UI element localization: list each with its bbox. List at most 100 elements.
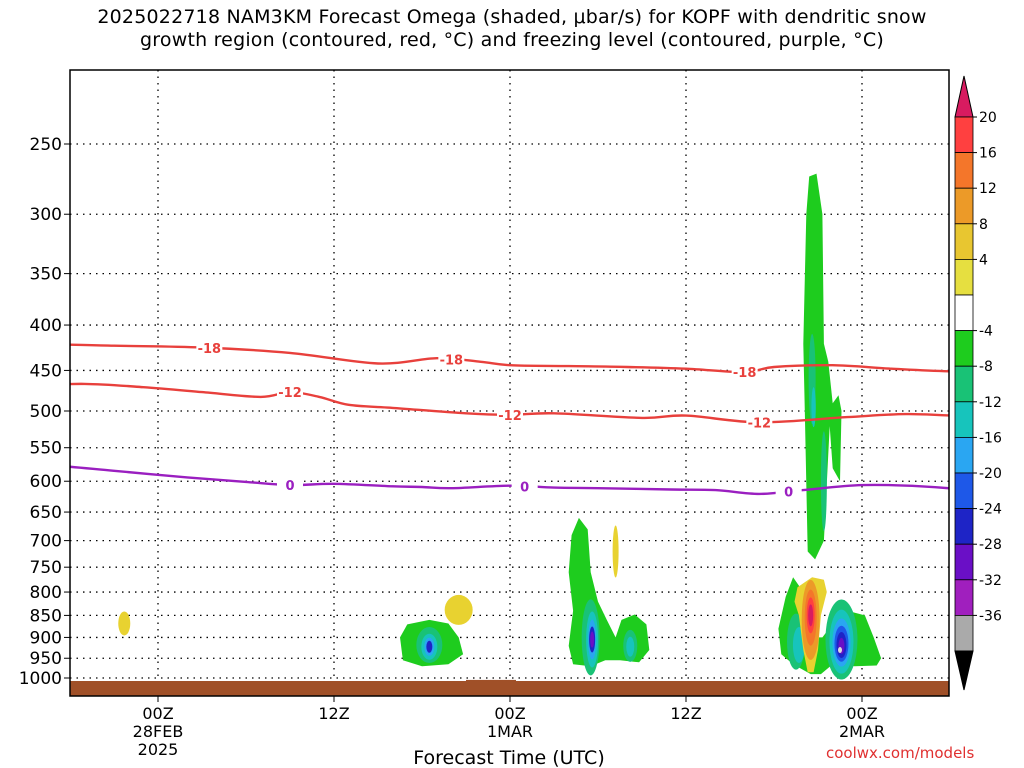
- omega-region: [803, 173, 842, 560]
- contour-label: -12: [498, 409, 522, 424]
- colorbar-segment: [954, 294, 974, 331]
- colorbar-segment: [954, 330, 974, 367]
- y-tick-label: 250: [30, 135, 62, 155]
- y-tick-label: 550: [30, 439, 62, 459]
- x-tick-label: 00Z: [142, 704, 173, 723]
- colorbar-label: -8: [979, 359, 993, 375]
- chart-title-line-2: growth region (contoured, red, °C) and f…: [140, 29, 884, 51]
- omega-region: [838, 647, 842, 654]
- y-tick-label: 300: [30, 205, 62, 225]
- y-tick-label: 500: [30, 402, 62, 422]
- colorbar-segment: [954, 152, 974, 189]
- contour-label: -12: [278, 386, 302, 401]
- contour-labels: -18 -18 -18 -12 -12 -12 0 0 0: [196, 339, 802, 500]
- ground-surface: [70, 681, 949, 696]
- x-axis-title: Forecast Time (UTC): [413, 747, 604, 768]
- omega-region: [820, 431, 827, 532]
- colorbar-label: -16: [979, 430, 1002, 446]
- contour-label-bg: [746, 414, 773, 430]
- colorbar-segment: [954, 116, 974, 153]
- contour-label-bg: [277, 477, 303, 493]
- x-tick-label: 00Z: [494, 704, 525, 723]
- colorbar-label: -36: [979, 608, 1002, 624]
- colorbar-label: 8: [979, 217, 988, 233]
- omega-region: [590, 631, 595, 648]
- colorbar-top-arrow: [954, 75, 974, 118]
- grid-lines: [70, 70, 949, 696]
- y-axis: 2503003504004505005506006507007508008509…: [19, 135, 70, 689]
- contour-label: -18: [198, 342, 222, 357]
- omega-shading: [118, 173, 882, 684]
- y-tick-label: 850: [30, 606, 62, 626]
- contour-line--12: [70, 382, 949, 424]
- omega-region: [444, 594, 473, 625]
- x-tick-label: 00Z: [846, 704, 877, 723]
- y-tick-label: 900: [30, 628, 62, 648]
- contour-label-bg: [775, 483, 802, 499]
- contour-lines: [70, 343, 949, 496]
- y-tick-label: 950: [30, 649, 62, 669]
- colorbar-label: -24: [979, 502, 1002, 518]
- y-tick-label: 450: [30, 361, 62, 381]
- x-tick-label: 28FEB: [133, 722, 184, 741]
- omega-region: [612, 525, 619, 578]
- colorbar-label: -4: [979, 324, 993, 340]
- contour-label-bg: [277, 384, 303, 400]
- omega-region: [808, 604, 814, 627]
- omega-region: [118, 611, 131, 636]
- y-tick-label: 600: [30, 472, 62, 492]
- colorbar-label: 20: [979, 110, 997, 126]
- omega-region: [426, 640, 433, 653]
- contour-label-bg: [438, 351, 465, 367]
- y-tick-label: 350: [30, 265, 62, 285]
- colorbar-segment: [954, 187, 974, 225]
- x-tick-label: 2025: [138, 740, 179, 759]
- x-tick-label: 2MAR: [839, 722, 885, 741]
- contour-label-bg: [196, 339, 223, 355]
- contour-line--18: [70, 343, 949, 374]
- contour-label: -12: [748, 416, 772, 431]
- colorbar-label: -32: [979, 573, 1002, 589]
- colorbar-label: -28: [979, 537, 1002, 553]
- colorbar-label: -12: [979, 395, 1002, 411]
- colorbar-segment: [954, 579, 974, 616]
- omega-region: [626, 636, 635, 657]
- credit-link[interactable]: coolwx.com/models: [826, 744, 975, 762]
- colorbar-label: -20: [979, 466, 1002, 482]
- x-tick-label: 1MAR: [487, 722, 533, 741]
- contour-line-0: [70, 465, 949, 496]
- contour-label: -18: [440, 353, 464, 368]
- colorbar-segment: [954, 472, 974, 509]
- colorbar-segment: [954, 223, 974, 260]
- contour-label-bg: [497, 406, 523, 422]
- contour-label: -18: [733, 366, 757, 381]
- colorbar-label: 16: [979, 146, 997, 162]
- x-tick-label: 12Z: [318, 704, 349, 723]
- colorbar-bottom-arrow: [954, 650, 974, 691]
- colorbar-label: 4: [979, 252, 988, 268]
- y-tick-label: 750: [30, 558, 62, 578]
- y-tick-label: 700: [30, 532, 62, 552]
- colorbar-segment: [954, 615, 974, 652]
- colorbar-segment: [954, 508, 974, 545]
- colorbar-segment: [954, 258, 974, 296]
- chart-title-line-1: 2025022718 NAM3KM Forecast Omega (shaded…: [97, 6, 927, 28]
- colorbar-label: 12: [979, 181, 997, 197]
- chart-title: 2025022718 NAM3KM Forecast Omega (shaded…: [0, 6, 1024, 52]
- colorbar: 20 16 12 8 4 -4 -8 -12 -16 -20 -24 -28 -32 -36: [954, 75, 1002, 691]
- y-tick-label: 800: [30, 583, 62, 603]
- y-tick-label: 400: [30, 316, 62, 336]
- omega-region: [811, 387, 816, 428]
- y-tick-label: 650: [30, 503, 62, 523]
- y-tick-label: 1000: [19, 669, 62, 689]
- colorbar-segment: [954, 436, 974, 474]
- colorbar-segment: [954, 543, 974, 581]
- contour-label-bg: [511, 478, 538, 494]
- ground-bar: [70, 681, 949, 696]
- contour-label: 0: [784, 485, 793, 500]
- colorbar-segment: [954, 401, 974, 438]
- contour-label-bg: [731, 364, 758, 380]
- contour-label: 0: [520, 480, 529, 495]
